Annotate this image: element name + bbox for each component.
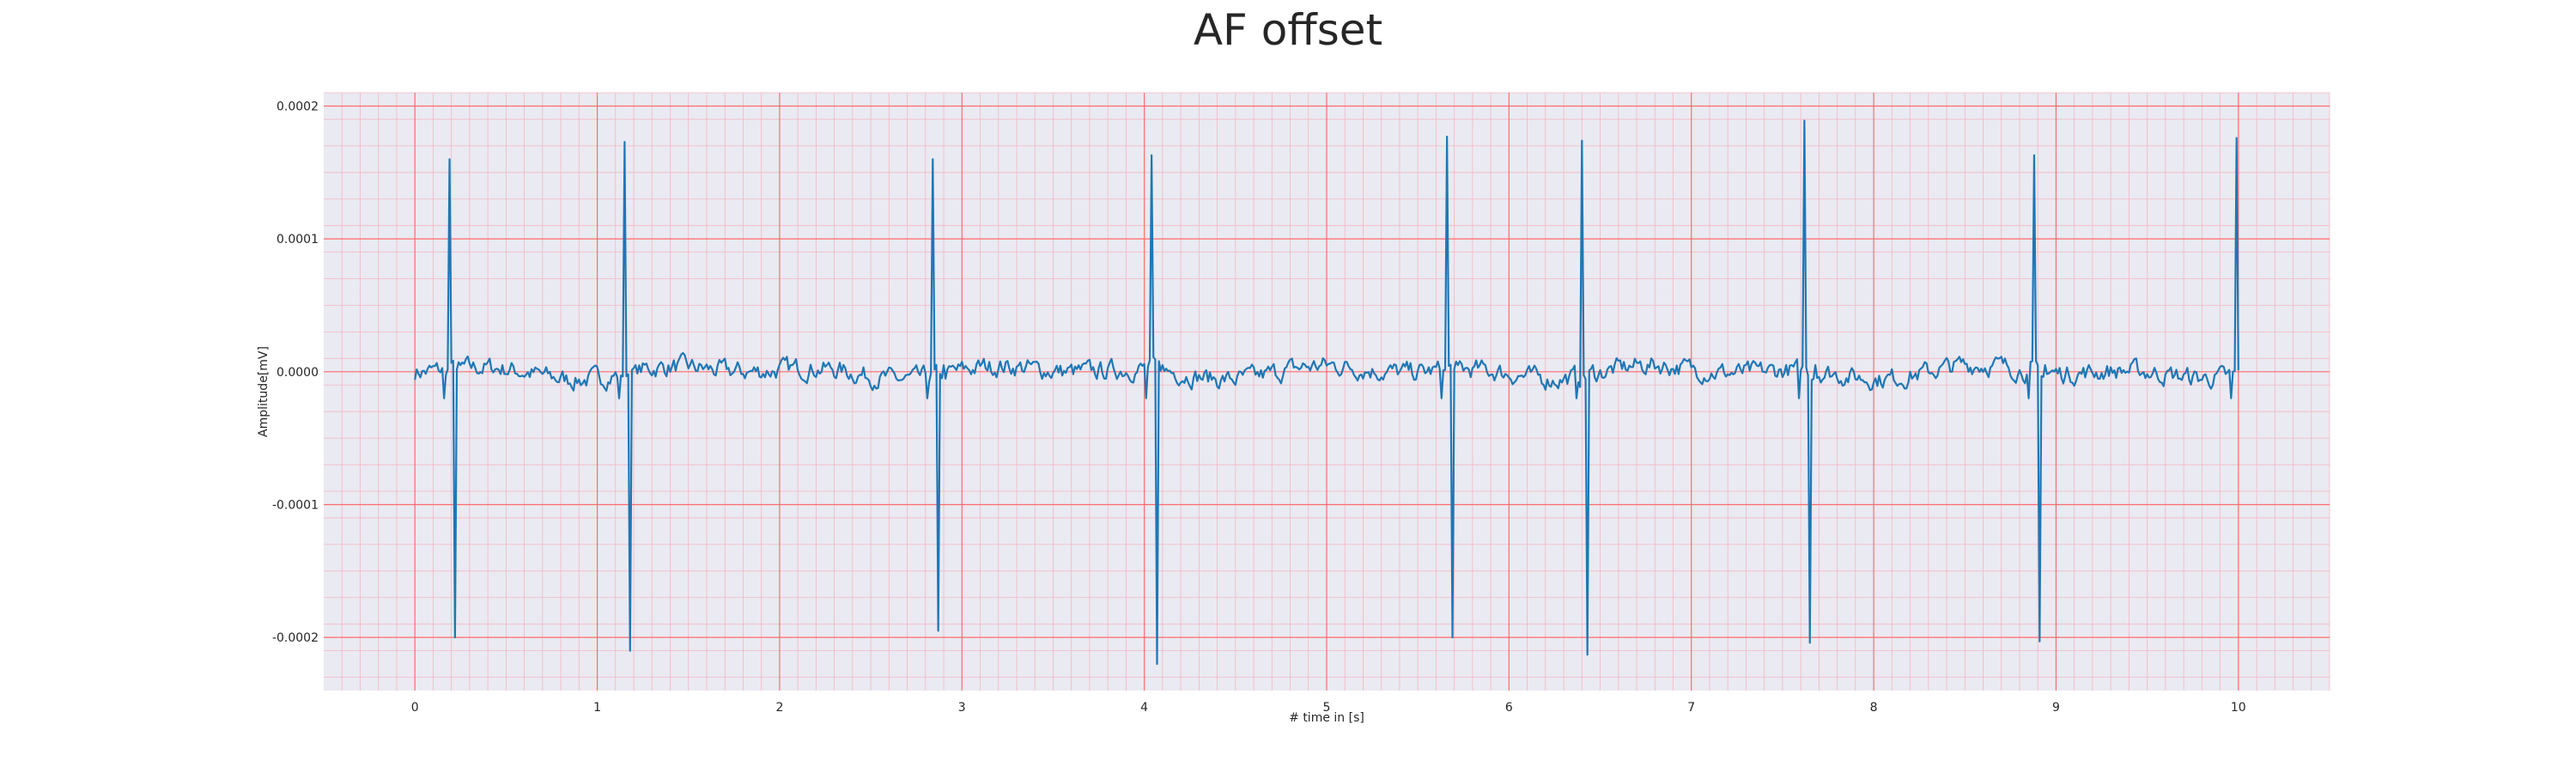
- x-tick-label: 6: [1505, 701, 1513, 715]
- y-tick-labels: -0.0002 -0.0001 0.0000 0.0001 0.0002: [272, 100, 319, 645]
- x-tick-label: 0: [411, 701, 419, 715]
- y-tick-label: 0.0002: [276, 100, 319, 113]
- x-axis-label: # time in [s]: [1289, 711, 1364, 725]
- y-tick-label: 0.0001: [276, 233, 319, 247]
- x-tick-label: 9: [2052, 701, 2060, 715]
- x-tick-label: 2: [775, 701, 783, 715]
- chart-title: AF offset: [1194, 5, 1382, 55]
- x-tick-label: 10: [2231, 701, 2246, 715]
- y-tick-label: -0.0001: [272, 498, 319, 512]
- x-tick-label: 8: [1870, 701, 1878, 715]
- y-axis-label: Amplitude[mV]: [257, 346, 270, 437]
- x-tick-label: 1: [593, 701, 601, 715]
- y-tick-label: -0.0002: [272, 631, 319, 645]
- x-tick-label: 5: [1323, 701, 1331, 715]
- major-grid: [324, 93, 2330, 691]
- x-tick-label: 3: [958, 701, 966, 715]
- x-tick-label: 7: [1687, 701, 1695, 715]
- x-tick-labels: 0 1 2 3 4 5 6 7 8 9 10: [411, 701, 2246, 715]
- x-tick-label: 4: [1140, 701, 1148, 715]
- ecg-signal-line: [414, 119, 2239, 666]
- y-tick-label: 0.0000: [276, 366, 319, 380]
